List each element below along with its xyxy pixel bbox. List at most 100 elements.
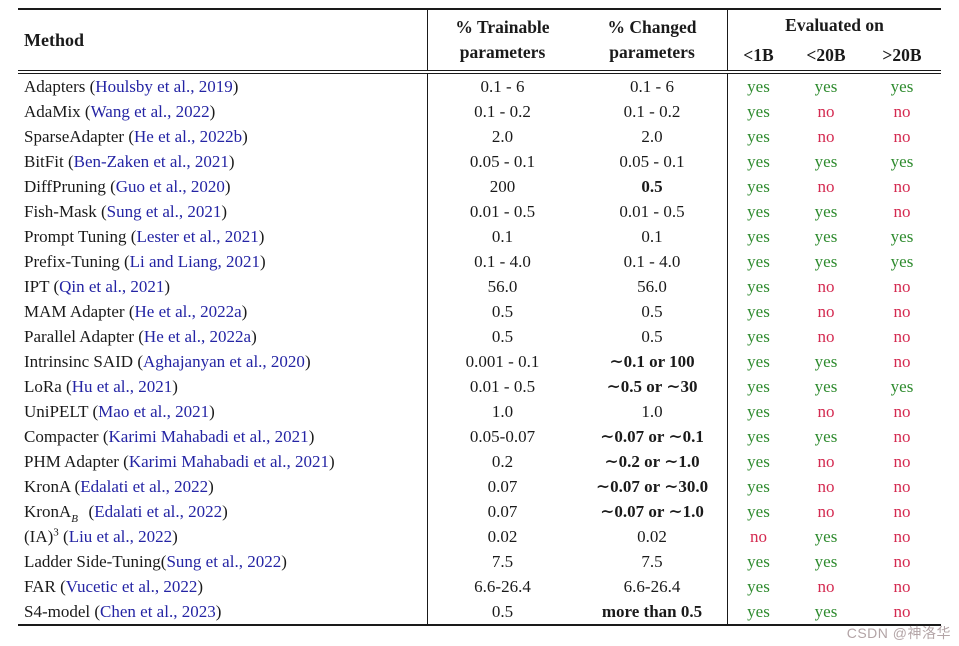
eval-lt1b-cell: yes [727,149,789,174]
eval-lt1b-cell: yes [727,74,789,99]
trainable-params-cell: 1.0 [427,399,577,424]
method-name: (IA) [24,527,54,546]
trainable-params-cell: 0.01 - 0.5 [427,374,577,399]
method-name: Compacter [24,427,99,446]
citation-link[interactable]: Guo et al., 2020 [115,177,225,196]
trainable-params-cell: 0.05 - 0.1 [427,149,577,174]
eval-gt20b-cell: no [893,302,911,321]
eval-lt1b-cell: yes [727,99,789,124]
method-cell: Prefix-Tuning (Li and Liang, 2021) [24,252,266,271]
citation-link[interactable]: Liu et al., 2022 [68,527,173,546]
citation-link[interactable]: Vucetic et al., 2022 [65,577,198,596]
method-name: FAR [24,577,56,596]
method-cell: Fish-Mask (Sung et al., 2021) [24,202,228,221]
eval-lt1b-cell: yes [727,424,789,449]
citation-link[interactable]: Lester et al., 2021 [136,227,259,246]
method-superscript: 3 [53,526,59,539]
eval-lt1b-cell: yes [727,399,789,424]
eval-lt1b-cell: yes [727,124,789,149]
eval-gt20b-cell: yes [890,152,914,171]
eval-lt1b-cell: yes [727,499,789,524]
trainable-params-cell: 0.1 - 6 [427,74,577,99]
method-cell: Prompt Tuning (Lester et al., 2021) [24,227,265,246]
method-name: Adapters [24,77,86,96]
eval-lt20b-cell: yes [814,202,838,221]
method-name: AdaMix [24,102,81,121]
citation-link[interactable]: Karimi Mahabadi et al., 2021 [108,427,309,446]
eval-gt20b-cell: no [893,527,911,546]
method-name: UniPELT [24,402,89,421]
citation-link[interactable]: Houlsby et al., 2019 [95,77,233,96]
method-name: Parallel Adapter [24,327,134,346]
header-trainable: % Trainable parameters [427,10,577,70]
trainable-params-cell: 0.1 [427,224,577,249]
changed-params-cell: ∼0.07 or ∼1.0 [600,502,704,521]
method-cell: Compacter (Karimi Mahabadi et al., 2021) [24,427,315,446]
citation-link[interactable]: Qin et al., 2021 [59,277,165,296]
eval-gt20b-cell: no [893,402,911,421]
method-cell: LoRa (Hu et al., 2021) [24,377,178,396]
eval-gt20b-cell: yes [890,252,914,271]
eval-gt20b-cell: yes [890,77,914,96]
changed-params-cell: 0.05 - 0.1 [619,152,685,171]
citation-link[interactable]: Edalati et al., 2022 [94,502,223,521]
eval-lt20b-cell: no [817,452,835,471]
eval-lt1b-cell: yes [727,474,789,499]
citation-link[interactable]: He et al., 2022b [134,127,243,146]
citation-link[interactable]: Sung et al., 2021 [106,202,222,221]
citation-link[interactable]: Hu et al., 2021 [71,377,173,396]
eval-gt20b-cell: no [893,452,911,471]
trainable-params-cell: 0.1 - 0.2 [427,99,577,124]
trainable-params-cell: 0.5 [427,299,577,324]
changed-params-cell: 0.1 [641,227,663,246]
method-cell: FAR (Vucetic et al., 2022) [24,577,204,596]
method-cell: Parallel Adapter (He et al., 2022a) [24,327,257,346]
citation-link[interactable]: Mao et al., 2021 [98,402,210,421]
method-cell: SparseAdapter (He et al., 2022b) [24,127,248,146]
citation-link[interactable]: Karimi Mahabadi et al., 2021 [128,452,330,471]
eval-gt20b-cell: no [893,202,911,221]
trainable-params-cell: 0.5 [427,324,577,349]
citation-link[interactable]: Aghajanyan et al., 2020 [143,352,305,371]
citation-link[interactable]: Edalati et al., 2022 [80,477,209,496]
eval-lt1b-cell: yes [727,349,789,374]
citation-link[interactable]: Ben-Zaken et al., 2021 [73,152,229,171]
method-name: Prefix-Tuning [24,252,120,271]
eval-lt20b-cell: yes [814,552,838,571]
changed-params-cell: ∼0.2 or ∼1.0 [604,452,700,471]
eval-lt20b-cell: no [817,102,835,121]
changed-params-cell: 0.02 [637,527,667,546]
eval-lt20b-cell: no [817,127,835,146]
changed-params-cell: 0.5 [641,177,663,196]
header-trainable-line1: % Trainable [455,16,550,37]
eval-lt20b-cell: yes [814,602,838,621]
trainable-params-cell: 0.1 - 4.0 [427,249,577,274]
eval-gt20b-cell: no [893,552,911,571]
changed-params-cell: ∼0.07 or ∼0.1 [600,427,704,446]
trainable-params-cell: 0.01 - 0.5 [427,199,577,224]
citation-link[interactable]: Li and Liang, 2021 [129,252,260,271]
eval-lt1b-cell: yes [727,199,789,224]
citation-link[interactable]: He et al., 2022a [143,327,252,346]
changed-params-cell: more than 0.5 [601,602,703,621]
csdn-watermark: CSDN @神洛华 [846,625,951,641]
header-eval-lt20b: <20B [806,45,846,65]
eval-lt1b-cell: yes [727,174,789,199]
eval-gt20b-cell: no [893,277,911,296]
eval-lt20b-cell: no [817,577,835,596]
eval-lt1b-cell: no [727,524,789,549]
eval-lt20b-cell: yes [814,152,838,171]
header-trainable-line2: parameters [459,42,546,62]
eval-gt20b-cell: no [893,327,911,346]
method-cell: S4-model (Chen et al., 2023) [24,602,222,621]
eval-lt1b-cell: yes [727,599,789,624]
citation-link[interactable]: He et al., 2022a [134,302,242,321]
method-name: KronA [24,502,72,521]
citation-link[interactable]: Sung et al., 2022 [166,552,282,571]
eval-lt20b-cell: no [817,277,835,296]
citation-link[interactable]: Wang et al., 2022 [90,102,210,121]
method-cell: KronABres (Edalati et al., 2022) [18,499,427,524]
method-cell: UniPELT (Mao et al., 2021) [24,402,215,421]
citation-link[interactable]: Chen et al., 2023 [100,602,216,621]
header-evaluated-on: Evaluated on [727,10,941,41]
